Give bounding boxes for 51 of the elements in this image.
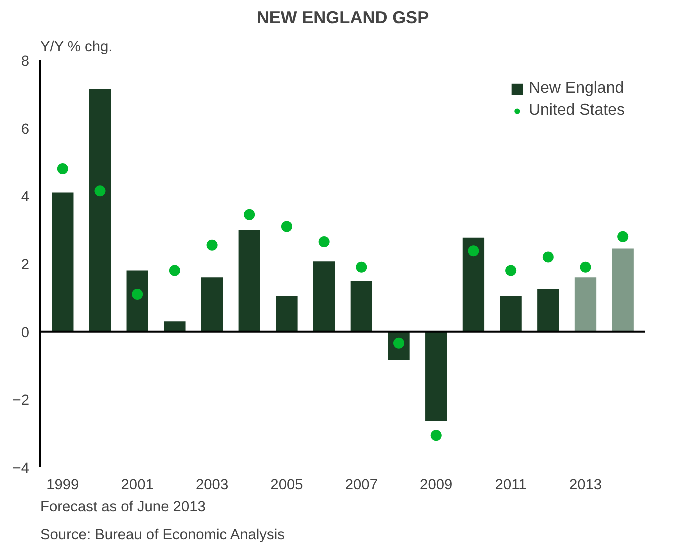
x-tick-label: 2001 [121, 478, 154, 494]
legend-label: United States [528, 102, 625, 120]
point [132, 289, 144, 300]
bar [612, 248, 634, 332]
text: Forecast as of June 2013 [40, 500, 206, 516]
bar [126, 270, 148, 332]
y-axis-title: Y/Y % chg. [40, 40, 113, 56]
bar [350, 280, 373, 332]
y-tick-label: 4 [21, 190, 30, 206]
y-tick-label: −2 [12, 393, 30, 410]
bar [238, 230, 260, 332]
point [57, 164, 68, 175]
bar [574, 278, 597, 332]
y-tick-label: −4 [12, 461, 30, 477]
point [318, 236, 330, 248]
legend-label: New England [528, 80, 624, 98]
point [542, 252, 554, 263]
bar [538, 289, 560, 332]
source-note: Source: Bureau of Economic Analysis [40, 528, 285, 544]
x-tick-label: 2003 [196, 478, 229, 494]
bar [426, 332, 448, 422]
point [430, 430, 442, 442]
point [169, 265, 180, 276]
bar [276, 296, 298, 332]
x-tick-label: 2011 [495, 478, 527, 494]
y-tick-label: 6 [21, 122, 30, 138]
point [506, 265, 517, 276]
bar [462, 238, 485, 332]
chart-title: NEW ENGLAND GSP [256, 8, 430, 28]
x-tick-label: 2007 [345, 478, 378, 494]
point [618, 231, 629, 242]
x-tick-label: 2005 [270, 478, 304, 494]
bar [201, 278, 224, 332]
point [244, 209, 256, 220]
point [580, 262, 592, 273]
bar [89, 89, 112, 332]
bar [164, 322, 186, 332]
point [468, 246, 480, 257]
x-tick-label: 1999 [46, 478, 80, 494]
y-tick-label: 8 [21, 54, 30, 70]
y-tick-label: 2 [21, 258, 30, 274]
point [281, 221, 292, 232]
x-tick-label: 2009 [420, 478, 453, 494]
y-tick-label: 0 [21, 325, 30, 342]
point [356, 262, 368, 273]
bar [313, 262, 336, 332]
bar [500, 296, 522, 332]
point [94, 186, 106, 197]
x-tick-label: 2013 [569, 478, 602, 494]
point [206, 240, 218, 251]
bar [52, 192, 74, 332]
